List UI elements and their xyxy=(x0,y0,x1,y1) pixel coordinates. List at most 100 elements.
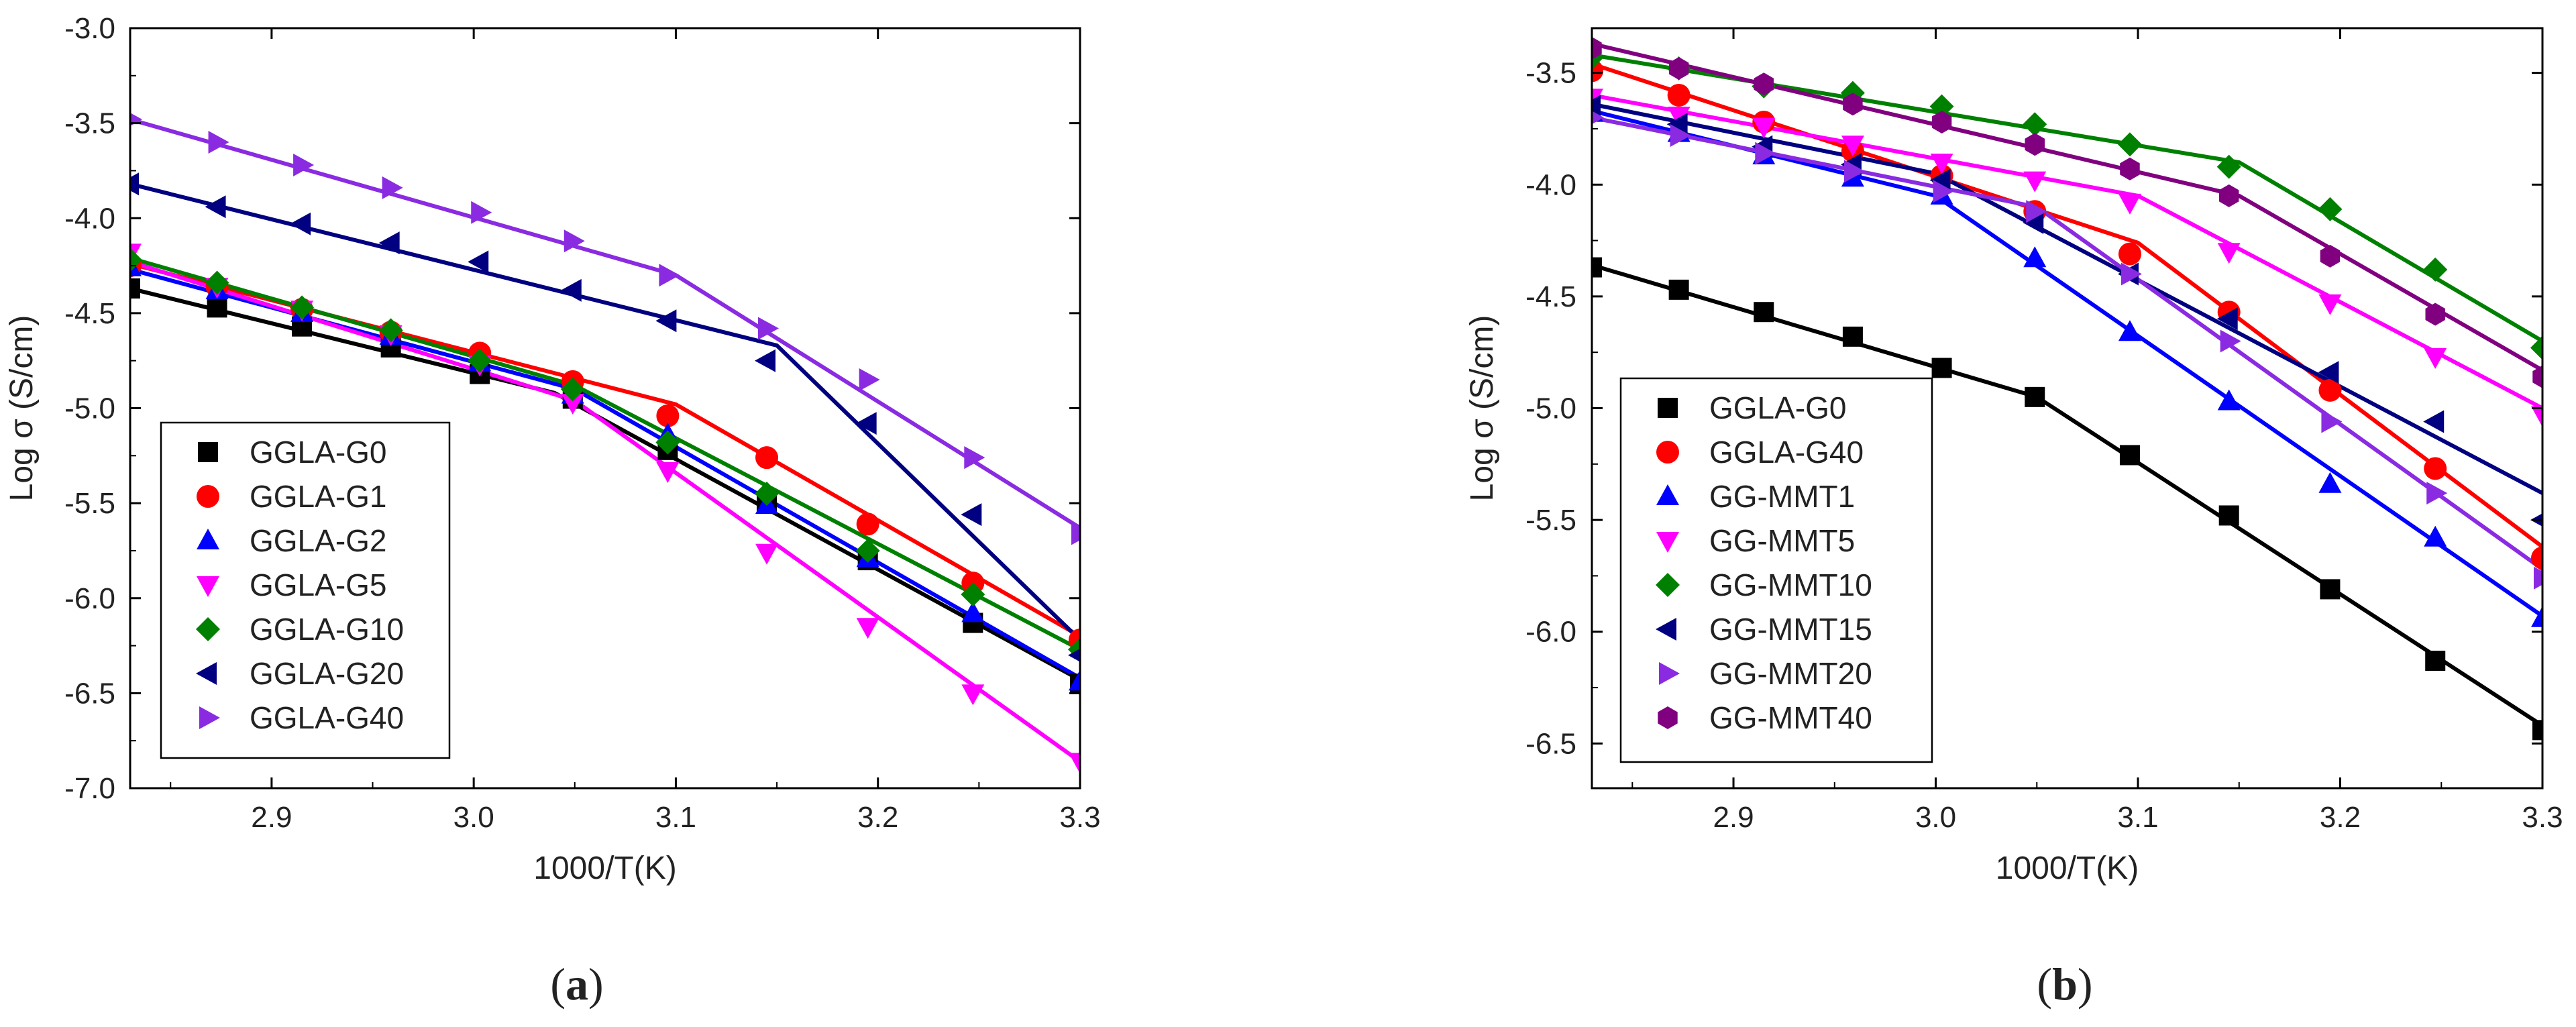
data-point-gg-mmt20 xyxy=(1755,142,1776,165)
data-point-gg-mmt5 xyxy=(1841,136,1864,157)
data-point-gg-mmt40 xyxy=(2120,157,2140,180)
panel-label-open: ( xyxy=(550,959,566,1010)
data-point-ggla-g40 xyxy=(2424,457,2447,480)
data-point-ggla-g20 xyxy=(1068,648,1080,662)
data-point-gg-mmt20 xyxy=(2426,482,2448,505)
data-point-gg-mmt5 xyxy=(1930,153,1953,174)
panel-label: (a) xyxy=(550,959,603,1010)
data-point-ggla-g20 xyxy=(290,212,311,235)
y-tick-label: -3.5 xyxy=(64,107,115,140)
legend-label-gg-mmt10: GG-MMT10 xyxy=(1709,567,1872,602)
y-tick-label: -6.0 xyxy=(1525,616,1576,649)
data-point-gg-mmt15 xyxy=(1666,113,1688,136)
legend-label-ggla-g1: GGLA-G1 xyxy=(250,479,387,514)
data-point-gg-mmt20 xyxy=(1670,123,1691,147)
data-point-gg-mmt10 xyxy=(2423,257,2448,282)
data-point-ggla-g5 xyxy=(656,462,680,483)
legend-marker-gg-mmt1 xyxy=(1656,484,1679,505)
legend-marker-gg-mmt5 xyxy=(1656,532,1679,553)
legend-marker-ggla-g0 xyxy=(1658,398,1678,418)
legend-label-gg-mmt5: GG-MMT5 xyxy=(1709,523,1855,558)
data-point-gg-mmt40 xyxy=(2025,133,2045,156)
y-axis-label: Log σ (S/cm) xyxy=(4,315,40,502)
data-point-ggla-g5 xyxy=(1069,753,1080,774)
data-point-gg-mmt10 xyxy=(2530,335,2542,360)
y-tick-label: -7.0 xyxy=(64,772,115,805)
data-point-gg-mmt1 xyxy=(2531,606,2542,627)
data-point-gg-mmt40 xyxy=(1931,111,1952,133)
legend-label-ggla-g2: GGLA-G2 xyxy=(250,523,387,558)
data-point-ggla-g1 xyxy=(856,512,879,536)
data-point-ggla-g20 xyxy=(130,172,139,196)
data-point-ggla-g2 xyxy=(961,601,985,623)
data-point-gg-mmt40 xyxy=(1754,72,1774,96)
data-point-gg-mmt5 xyxy=(1667,106,1690,127)
legend-label-ggla-g40: GGLA-G40 xyxy=(1709,435,1864,470)
panel-label-letter: a xyxy=(566,959,588,1010)
panel-b-chart: 2.9 3.0 3.1 3.2 3.3 -3.5 -4.0 -4.5 -5.0 -5.5 -6.0 -… xyxy=(1464,27,2563,1010)
x-tick-label: 3.0 xyxy=(453,801,494,834)
legend-marker-ggla-g0 xyxy=(198,442,218,462)
data-point-gg-mmt15 xyxy=(2318,361,2339,384)
plot-area xyxy=(130,113,1080,774)
data-point-gg-mmt20 xyxy=(2534,566,2542,590)
data-point-ggla-g5 xyxy=(561,394,584,415)
y-tick-label: -4.0 xyxy=(1525,168,1576,201)
data-point-ggla-g0 xyxy=(1668,279,1689,300)
data-point-ggla-g40 xyxy=(1071,522,1080,545)
data-point-gg-mmt20 xyxy=(2121,262,2142,286)
legend-marker-ggla-g10 xyxy=(196,617,220,641)
panel-label-open: ( xyxy=(2037,959,2052,1010)
data-point-gg-mmt5 xyxy=(2531,406,2542,427)
y-tick-label: -5.0 xyxy=(1525,392,1576,425)
y-tick-label: -6.5 xyxy=(64,677,115,710)
y-tick-label: -4.5 xyxy=(64,297,115,330)
data-point-ggla-g0 xyxy=(130,278,140,299)
x-tick-label: 3.3 xyxy=(2522,801,2563,834)
data-point-gg-mmt10 xyxy=(2023,112,2047,137)
data-point-ggla-g40 xyxy=(2318,378,2342,402)
legend-marker-ggla-g2 xyxy=(197,529,219,549)
data-point-ggla-g5 xyxy=(755,543,779,565)
data-point-gg-mmt5 xyxy=(2023,171,2047,193)
y-tick-label: -4.5 xyxy=(1525,280,1576,313)
plot-area xyxy=(1592,37,2542,741)
data-point-gg-mmt40 xyxy=(1843,93,1863,116)
panel-label: (b) xyxy=(2037,959,2092,1010)
data-point-gg-mmt1 xyxy=(2217,389,2241,411)
legend-marker-ggla-g40 xyxy=(199,706,220,729)
y-tick-label: -5.0 xyxy=(64,392,115,425)
data-point-gg-mmt20 xyxy=(2321,410,2343,433)
data-point-ggla-g0 xyxy=(1931,358,1952,378)
legend-label-ggla-g40: GGLA-G40 xyxy=(250,700,404,735)
data-point-gg-mmt5 xyxy=(2118,193,2141,215)
data-point-ggla-g20 xyxy=(655,309,677,333)
data-point-ggla-g0 xyxy=(1754,302,1774,323)
data-point-ggla-g5 xyxy=(856,618,879,639)
y-tick-label: -3.0 xyxy=(64,12,115,45)
data-point-gg-mmt15 xyxy=(1929,168,1951,192)
data-point-gg-mmt10 xyxy=(2318,197,2343,221)
legend-marker-gg-mmt20 xyxy=(1659,662,1680,685)
data-point-ggla-g40 xyxy=(471,201,492,224)
legend-label-gg-mmt15: GG-MMT15 xyxy=(1709,612,1872,647)
legend-label-ggla-g0: GGLA-G0 xyxy=(1709,390,1847,425)
data-point-ggla-g0 xyxy=(207,297,227,318)
legend-marker-ggla-g1 xyxy=(197,485,219,508)
data-point-gg-mmt10 xyxy=(2216,154,2241,179)
legend-label-ggla-g20: GGLA-G20 xyxy=(250,656,404,691)
legend-label-ggla-g5: GGLA-G5 xyxy=(250,567,387,602)
data-point-ggla-g40 xyxy=(964,446,985,470)
y-tick-label: -6.5 xyxy=(1525,727,1576,760)
data-point-ggla-g1 xyxy=(755,446,779,470)
data-point-gg-mmt40 xyxy=(1592,37,1602,60)
data-point-ggla-g0 xyxy=(1592,257,1602,278)
data-point-ggla-g40 xyxy=(2531,546,2542,570)
y-tick-label: -5.5 xyxy=(1525,504,1576,537)
data-point-ggla-g10 xyxy=(855,538,880,563)
data-point-gg-mmt20 xyxy=(2220,329,2241,353)
y-tick-label: -4.0 xyxy=(64,202,115,235)
legend-label-ggla-g10: GGLA-G10 xyxy=(250,612,404,647)
data-point-gg-mmt15 xyxy=(1592,95,1601,118)
